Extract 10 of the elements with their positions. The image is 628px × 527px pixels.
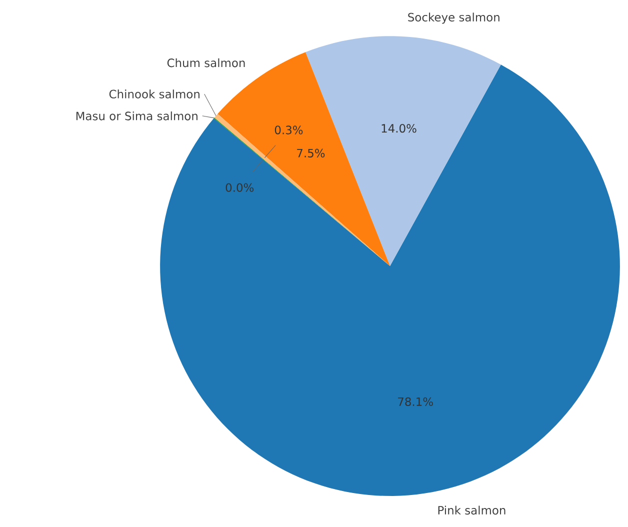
data-label: 0.3% <box>274 126 303 134</box>
slice-label: Chinook salmon <box>109 90 200 98</box>
data-label: 0.0% <box>226 183 254 192</box>
slice-label: Sockeye salmon <box>408 12 500 24</box>
slice-label: Chum salmon <box>167 58 245 68</box>
data-label: 14.0% <box>382 124 416 133</box>
data-label: 78.1% <box>398 397 433 406</box>
slice-label: Masu or Sima salmon <box>76 111 198 120</box>
data-label: 7.5% <box>297 148 325 158</box>
slice-label: Pink salmon <box>438 506 506 515</box>
